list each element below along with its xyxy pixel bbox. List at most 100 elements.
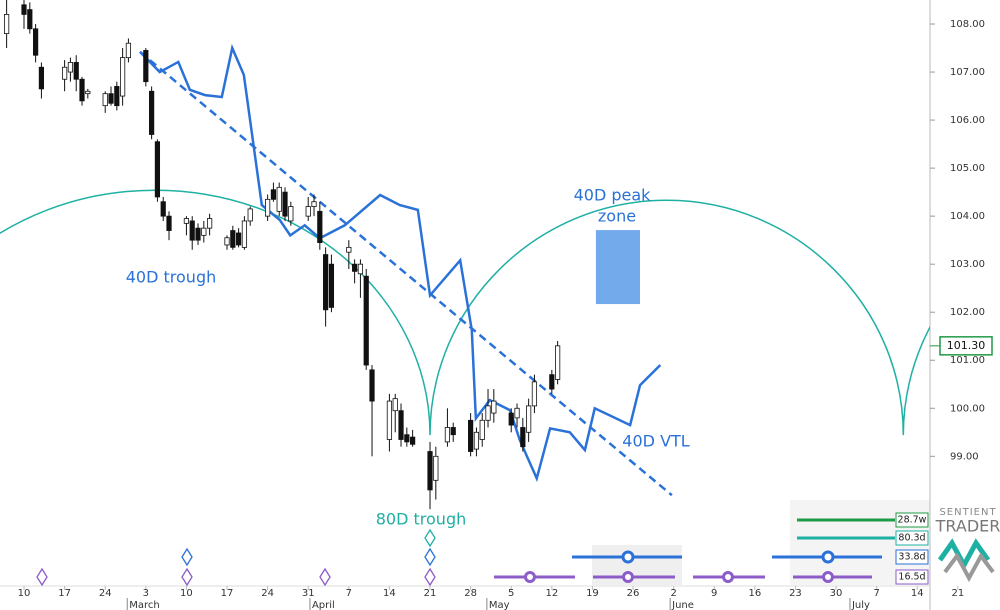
candle-body xyxy=(328,263,335,308)
candle-body xyxy=(33,28,39,56)
cycle-curve xyxy=(0,189,930,436)
x-tick-label: 2 xyxy=(670,588,676,599)
candle-body xyxy=(265,198,271,217)
x-tick-label: 7 xyxy=(873,588,879,599)
candle-body xyxy=(73,62,79,80)
candle-body xyxy=(508,412,514,426)
candle-body xyxy=(549,374,555,390)
candle-body xyxy=(392,398,398,412)
diamond xyxy=(424,547,436,567)
cycle-label: 33.8d xyxy=(898,552,925,563)
peak-zone xyxy=(595,230,640,305)
x-tick-label: 28 xyxy=(464,588,477,599)
candle-body xyxy=(555,345,561,380)
panel-shade xyxy=(592,545,682,585)
month-label: March xyxy=(129,600,159,610)
diamonds xyxy=(36,528,436,587)
cycle-box xyxy=(895,549,929,565)
candle-body xyxy=(357,263,364,275)
x-tick-label: 17 xyxy=(221,588,234,599)
diamond xyxy=(181,567,193,587)
candle-body xyxy=(450,427,456,436)
candle-body xyxy=(305,206,311,217)
candle-body xyxy=(79,78,85,102)
candle-body xyxy=(4,14,10,35)
candle-body xyxy=(317,210,323,243)
cycle-panel xyxy=(36,518,895,587)
annotation: zone xyxy=(598,207,636,226)
logo-text: SENTIENT xyxy=(939,507,996,518)
y-tick-label: 99.00 xyxy=(950,451,979,462)
candle-body xyxy=(491,400,497,414)
candle-body xyxy=(410,436,416,445)
month-label: April xyxy=(312,600,335,610)
candle-body xyxy=(189,220,195,241)
candle-body xyxy=(241,220,248,248)
candle-body xyxy=(27,9,33,30)
candle-body xyxy=(404,434,410,443)
y-tick-label: 104.00 xyxy=(950,211,985,222)
candle-body xyxy=(479,419,485,440)
annotation: 40D peak xyxy=(574,186,652,205)
price-flag-label: 101.30 xyxy=(947,339,986,352)
candle-body xyxy=(154,141,161,198)
candle-body xyxy=(288,206,294,222)
candle-body xyxy=(38,66,45,90)
cycle-dot xyxy=(621,550,635,564)
candle-body xyxy=(21,4,27,15)
cycle-dot xyxy=(722,571,734,583)
y-tick-label: 101.00 xyxy=(950,355,985,366)
candle-body xyxy=(270,189,277,200)
candle-body xyxy=(201,227,207,236)
x-tick-label: 3 xyxy=(143,588,149,599)
candle-body xyxy=(114,86,120,107)
cycle-dot xyxy=(622,571,634,583)
y-tick-label: 107.00 xyxy=(950,67,985,78)
x-tick-label: 30 xyxy=(830,588,843,599)
candle-body xyxy=(160,201,166,217)
x-tick-label: 21 xyxy=(951,588,964,599)
x-tick-label: 26 xyxy=(627,588,640,599)
diamond xyxy=(424,567,436,587)
candle-body xyxy=(143,50,149,83)
y-tick-label: 102.00 xyxy=(950,307,985,318)
x-tick-label: 9 xyxy=(711,588,717,599)
candle-body xyxy=(386,400,393,440)
x-tick-label: 10 xyxy=(18,588,31,599)
candle-body xyxy=(531,381,538,407)
diamond xyxy=(181,547,193,567)
y-tick-label: 105.00 xyxy=(950,163,985,174)
candle-body xyxy=(149,90,155,135)
candle-body xyxy=(363,275,369,366)
cycle-box xyxy=(895,512,929,528)
month-label: June xyxy=(671,600,694,610)
candle-body xyxy=(207,218,213,229)
candle-body xyxy=(514,407,520,419)
candle-body xyxy=(125,42,132,59)
cycle-dot xyxy=(524,571,536,583)
cycle-label: 28.7w xyxy=(898,515,927,526)
candle-body xyxy=(102,93,108,107)
candle-body xyxy=(195,227,201,241)
diamond xyxy=(319,567,331,587)
x-tick-label: 14 xyxy=(383,588,396,599)
trend-line xyxy=(139,50,673,497)
candle-body xyxy=(230,230,236,248)
x-tick-label: 10 xyxy=(180,588,193,599)
x-tick-label: 21 xyxy=(424,588,437,599)
logo: SENTIENT TRADER xyxy=(935,507,1000,583)
x-tick-label: 16 xyxy=(748,588,761,599)
candle-body xyxy=(352,263,358,272)
month-label: May xyxy=(489,600,510,610)
logo-mark xyxy=(943,552,995,583)
cycle-box xyxy=(895,569,929,585)
x-tick-label: 5 xyxy=(508,588,514,599)
cycle-label: 80.3d xyxy=(898,533,925,544)
candle-body xyxy=(485,405,491,421)
candle-body xyxy=(276,186,282,212)
candle-body xyxy=(236,232,242,246)
y-tick-label: 106.00 xyxy=(950,115,985,126)
month-label: July xyxy=(851,600,870,610)
plot-area xyxy=(0,0,930,510)
x-tick-label: 31 xyxy=(302,588,315,599)
